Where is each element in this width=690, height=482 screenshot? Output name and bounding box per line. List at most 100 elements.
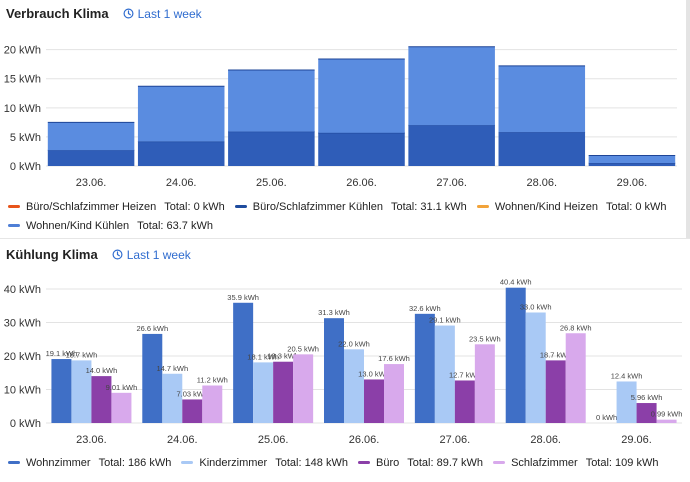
data-label: 12.4 kWh <box>611 371 643 380</box>
bar <box>162 373 183 423</box>
bar <box>182 399 203 423</box>
bar <box>616 381 637 423</box>
bar <box>228 131 315 166</box>
bar <box>324 318 344 423</box>
legend-total: Total: 31.1 kWh <box>390 200 467 213</box>
bar <box>293 354 314 423</box>
legend-total: Total: 0 kWh <box>605 200 667 213</box>
y-tick-label: 0 kWh <box>10 161 41 173</box>
legend-item[interactable]: Büro/Schlafzimmer Heizen Total: 0 kWh <box>8 201 225 213</box>
clock-icon <box>112 249 123 260</box>
bar <box>71 360 92 423</box>
bar <box>408 46 495 126</box>
data-label: 19.1 kWh <box>46 349 78 358</box>
verbrauch-chart: 0 kWh 5 kWh 10 kWh 15 kWh 20 kWh 23.06. 24.06.… <box>4 45 677 189</box>
data-label: 35.9 kWh <box>227 293 259 302</box>
bar <box>454 380 475 423</box>
legend-item[interactable]: Wohnen/Kind Heizen Total: 0 kWh <box>476 200 667 213</box>
x-tick-label: 25.06. <box>256 177 287 189</box>
legend-row: Wohnzimmer Total: 186 kWh Kinderzimmer Tota… <box>8 453 668 472</box>
timerange-label: Last 1 week <box>126 247 191 262</box>
y-tick-label: 5 kWh <box>10 132 41 144</box>
data-label: 17.6 kWh <box>378 354 410 363</box>
legend-name: Büro <box>375 456 400 469</box>
bar <box>525 312 546 423</box>
legend-total: Total: 0 kWh <box>164 200 225 213</box>
x-tick-label: 24.06. <box>166 177 197 189</box>
timerange-button[interactable]: Last 1 week <box>123 7 202 21</box>
legend-swatch <box>8 224 20 227</box>
bar <box>408 125 495 166</box>
legend-swatch <box>234 205 247 208</box>
panel-title: Kühlung Klima <box>6 247 98 262</box>
bar <box>344 349 364 423</box>
bar <box>588 155 676 164</box>
y-tick-label: 40 kWh <box>4 284 41 296</box>
bar <box>474 344 495 423</box>
legend-row: Wohnen/Kind Kühlen Total: 63.7 kWh <box>8 216 677 235</box>
y-tick-label: 30 kWh <box>4 318 41 330</box>
bar <box>364 379 384 423</box>
legend-total: Total: 109 kWh <box>585 456 659 469</box>
bar <box>545 360 566 423</box>
legend-item[interactable]: Wohnzimmer Total: 186 kWh <box>8 457 171 469</box>
x-tick-label: 26.06. <box>349 434 380 446</box>
bar <box>137 141 225 166</box>
data-label: 33.0 kWh <box>520 302 552 311</box>
bar <box>233 302 254 423</box>
data-label: 26.8 kWh <box>560 323 592 332</box>
data-label: 0.99 kWh <box>651 410 683 419</box>
legend-item[interactable]: Büro/Schlafzimmer Kühlen Total: 31.1 kWh <box>234 200 467 213</box>
x-tick-label: 23.06. <box>76 434 107 446</box>
y-tick-label: 10 kWh <box>4 103 41 115</box>
timerange-button[interactable]: Last 1 week <box>112 248 191 262</box>
bar <box>656 419 677 423</box>
y-tick-label: 20 kWh <box>4 351 41 363</box>
data-label: 22.0 kWh <box>338 339 370 348</box>
data-label: 18.3 kWh <box>267 352 299 361</box>
bar <box>228 70 315 132</box>
legend-item[interactable]: Büro Total: 89.7 kWh <box>357 456 483 469</box>
y-tick-label: 20 kWh <box>4 45 41 57</box>
x-tick-label: 29.06. <box>617 177 648 189</box>
x-tick-label: 29.06. <box>621 434 652 446</box>
legend: Büro/Schlafzimmer Heizen Total: 0 kWh Büro… <box>8 197 677 235</box>
legend-total: Total: 186 kWh <box>98 456 172 469</box>
legend-swatch <box>357 461 370 464</box>
clock-icon <box>123 8 134 19</box>
data-label: 5.96 kWh <box>631 393 663 402</box>
y-tick-label: 15 kWh <box>4 74 41 86</box>
legend-swatch <box>181 461 194 464</box>
legend-row: Büro/Schlafzimmer Heizen Total: 0 kWh Büro… <box>8 197 677 216</box>
panel-title: Verbrauch Klima <box>6 6 109 21</box>
legend-swatch <box>8 205 20 208</box>
data-label: 11.2 kWh <box>197 375 228 384</box>
data-label: 12.7 kWh <box>449 370 481 379</box>
bar <box>91 376 112 423</box>
bar <box>498 65 586 133</box>
legend-swatch <box>476 205 489 208</box>
bar <box>498 132 586 166</box>
legend-total: Total: 63.7 kWh <box>137 219 213 232</box>
legend: Wohnzimmer Total: 186 kWh Kinderzimmer Tota… <box>8 453 668 472</box>
bar <box>384 364 404 423</box>
legend-name: Wohnen/Kind Kühlen <box>26 219 130 232</box>
legend-name: Kinderzimmer <box>199 456 268 469</box>
scrollbar[interactable] <box>686 0 690 238</box>
data-label: 40.4 kWh <box>500 278 532 287</box>
y-tick-label: 10 kWh <box>4 385 41 397</box>
bar <box>414 313 435 423</box>
bar <box>51 359 72 423</box>
legend-item[interactable]: Wohnen/Kind Kühlen Total: 63.7 kWh <box>8 220 213 232</box>
legend-name: Büro/Schlafzimmer Kühlen <box>252 200 383 213</box>
bar <box>636 403 657 423</box>
bar <box>273 361 294 423</box>
timerange-label: Last 1 week <box>137 6 202 21</box>
panel-header: Kühlung Klima Last 1 week <box>6 247 191 262</box>
legend-item[interactable]: Kinderzimmer Total: 148 kWh <box>181 457 348 469</box>
y-tick-label: 0 kWh <box>10 418 41 430</box>
legend-item[interactable]: Schlafzimmer Total: 109 kWh <box>493 457 658 469</box>
data-label: 9.01 kWh <box>106 383 138 392</box>
data-label: 0 kWh <box>596 413 617 422</box>
data-label: 14.0 kWh <box>86 366 118 375</box>
